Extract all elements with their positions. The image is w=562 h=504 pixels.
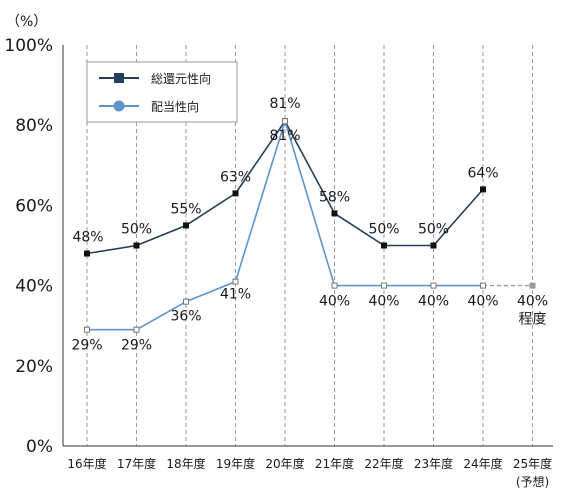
data-point: [84, 250, 90, 257]
legend-swatch-marker: [113, 100, 125, 112]
data-point: [183, 298, 189, 305]
series-line-segment: [432, 188, 484, 247]
data-point: [282, 118, 288, 125]
data-point: [480, 282, 486, 289]
series-line-segment: [185, 280, 236, 303]
x-tick-label: 17年度: [117, 456, 156, 471]
data-label: 40%: [319, 294, 350, 310]
data-point: [331, 210, 338, 217]
legend-label: 配当性向: [151, 99, 199, 114]
data-label: 40%: [517, 294, 548, 310]
data-label: 50%: [121, 222, 152, 238]
data-label: 41%: [220, 287, 251, 303]
forecast-note: 程度: [519, 312, 547, 328]
series-line-segment: [334, 212, 385, 247]
data-label: 29%: [121, 338, 152, 354]
series-line-segment: [136, 224, 187, 247]
series-line-segment: [284, 120, 336, 286]
series-line-segment: [234, 120, 286, 194]
data-point: [133, 326, 140, 333]
series-line-segment: [284, 120, 336, 214]
series-line-segment: [86, 244, 137, 255]
y-unit-label: （%）: [6, 14, 47, 30]
x-tick-label: 25年度: [513, 456, 552, 471]
legend-label: 総還元性向: [151, 71, 211, 86]
data-point: [480, 186, 486, 193]
data-label: 40%: [368, 294, 399, 310]
legend-swatch-marker: [114, 73, 124, 83]
x-tick-label: 16年度: [67, 456, 106, 471]
data-label: 48%: [72, 230, 103, 246]
data-label: 50%: [418, 222, 449, 238]
y-tick-label: 100%: [4, 36, 53, 56]
data-point: [232, 278, 239, 285]
data-label: 36%: [170, 309, 201, 325]
y-tick-label: 40%: [15, 277, 53, 297]
data-label: 50%: [368, 222, 399, 238]
y-tick-label: 60%: [15, 196, 53, 216]
axis-layer: 0% 20% 40% 60% 80% 100% 16年度 17年度 18年度 19年度 20年度 21…: [4, 36, 553, 489]
series-line-segment: [136, 300, 187, 331]
x-tick-label: 21年度: [315, 456, 354, 471]
data-point: [232, 190, 239, 197]
data-point: [381, 242, 387, 249]
data-label: 58%: [319, 189, 350, 205]
data-point: [381, 282, 387, 289]
x-tick-note: (予想): [516, 474, 549, 489]
data-point: [529, 282, 536, 289]
x-tick-label: 18年度: [166, 456, 205, 471]
data-label: 64%: [467, 165, 498, 181]
y-tick-label: 0%: [26, 437, 53, 457]
y-tick-label: 80%: [15, 116, 53, 136]
series-1: [84, 118, 486, 257]
data-label: 29%: [71, 338, 102, 354]
y-tick-label: 20%: [15, 357, 53, 377]
data-point: [331, 282, 338, 289]
data-label: 40%: [467, 294, 498, 310]
legend-box: [86, 61, 238, 123]
data-label: 81%: [269, 128, 300, 144]
x-tick-label: 23年度: [414, 456, 453, 471]
data-point: [183, 222, 189, 229]
x-tick-label: 22年度: [364, 456, 403, 471]
series-2: [84, 118, 536, 333]
data-point: [84, 326, 90, 333]
x-tick-label: 20年度: [265, 456, 304, 471]
series-line-segment: [234, 120, 286, 282]
data-label: 81%: [269, 96, 300, 112]
data-point: [430, 242, 437, 249]
data-label: 55%: [170, 201, 201, 217]
x-tick-label: 19年度: [216, 456, 255, 471]
label-layer: 48% 50% 55% 63% 81% 58% 50% 50% 64% 29% 29% 36% 41% 8…: [71, 96, 548, 354]
series-layer: [84, 118, 536, 333]
x-tick-label: 24年度: [463, 456, 502, 471]
data-point: [430, 282, 437, 289]
data-point: [133, 242, 140, 249]
data-label: 40%: [418, 294, 449, 310]
data-label: 63%: [220, 169, 251, 185]
series-line-segment: [185, 192, 236, 227]
